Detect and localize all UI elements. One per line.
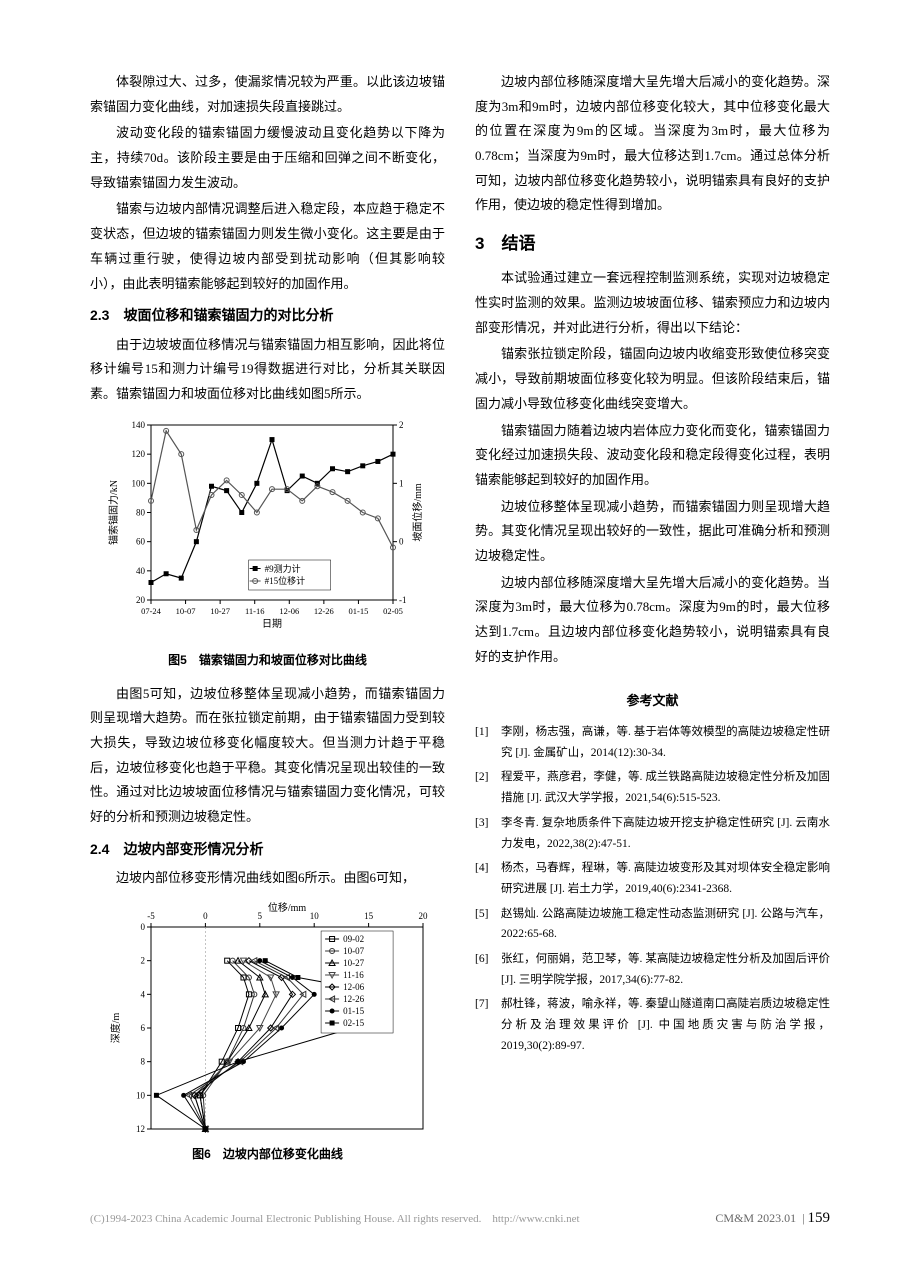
svg-text:11-16: 11-16 (244, 606, 264, 616)
svg-text:80: 80 (136, 507, 146, 517)
svg-text:07-24: 07-24 (141, 606, 162, 616)
svg-text:11-16: 11-16 (343, 970, 364, 980)
references-list: [1]李刚，杨志强，高谦，等. 基于岩体等效模型的高陡边坡稳定性研究 [J]. … (475, 722, 830, 1056)
svg-text:02-15: 02-15 (343, 1018, 364, 1028)
svg-text:01-15: 01-15 (348, 606, 368, 616)
body-text: 波动变化段的锚索锚固力缓慢波动且变化趋势以下降为主，持续70d。该阶段主要是由于… (90, 121, 445, 195)
svg-text:15: 15 (364, 911, 374, 921)
reference-item: [2]程爱平，燕彦君，李健，等. 成兰铁路高陡边坡稳定性分析及加固措施 [J].… (475, 767, 830, 808)
svg-text:10-27: 10-27 (343, 958, 364, 968)
footer-page-info: CM&M 2023.01 | 159 (715, 1204, 830, 1233)
body-text: 由于边坡坡面位移情况与锚索锚固力相互影响，因此将位移计编号15和测力计编号19得… (90, 333, 445, 407)
reference-number: [4] (475, 858, 501, 899)
chart6-svg: -505101520位移/mm024681012深度/m09-0210-0710… (103, 899, 433, 1139)
svg-text:12-06: 12-06 (279, 606, 299, 616)
reference-text: 李冬青. 复杂地质条件下高陡边坡开挖支护稳定性研究 [J]. 云南水力发电，20… (501, 813, 830, 854)
reference-number: [5] (475, 904, 501, 945)
body-text: 锚索张拉锁定阶段，锚固向边坡内收缩变形致使位移突变减小，导致前期坡面位移变化较为… (475, 342, 830, 416)
page-container: 体裂隙过大、过多，使漏浆情况较为严重。以此该边坡锚索锚固力变化曲线，对加速损失段… (90, 70, 830, 1174)
heading-2-3: 2.3 坡面位移和锚索锚固力的对比分析 (90, 302, 445, 329)
reference-item: [3]李冬青. 复杂地质条件下高陡边坡开挖支护稳定性研究 [J]. 云南水力发电… (475, 813, 830, 854)
svg-text:09-02: 09-02 (343, 934, 364, 944)
reference-item: [1]李刚，杨志强，高谦，等. 基于岩体等效模型的高陡边坡稳定性研究 [J]. … (475, 722, 830, 763)
svg-text:5: 5 (257, 911, 262, 921)
footer-page-number: 159 (808, 1210, 831, 1226)
svg-text:-1: -1 (399, 595, 407, 605)
right-column: 边坡内部位移随深度增大呈先增大后减小的变化趋势。深度为3m和9m时，边坡内部位移… (475, 70, 830, 1174)
body-text: 边坡内部位移变形情况曲线如图6所示。由图6可知， (90, 866, 445, 891)
body-text: 体裂隙过大、过多，使漏浆情况较为严重。以此该边坡锚索锚固力变化曲线，对加速损失段… (90, 70, 445, 119)
heading-3: 3 结语 (475, 228, 830, 260)
svg-text:12-26: 12-26 (343, 994, 364, 1004)
svg-text:1: 1 (399, 478, 404, 488)
svg-text:4: 4 (140, 989, 145, 999)
figure-6: -505101520位移/mm024681012深度/m09-0210-0710… (90, 899, 445, 1166)
svg-text:0: 0 (399, 537, 404, 547)
page-footer: (C)1994-2023 China Academic Journal Elec… (90, 1204, 830, 1233)
svg-text:2: 2 (140, 956, 145, 966)
svg-text:10-27: 10-27 (210, 606, 230, 616)
svg-text:6: 6 (140, 1023, 145, 1033)
svg-text:12-06: 12-06 (343, 982, 364, 992)
reference-item: [4]杨杰，马春辉，程琳，等. 高陡边坡变形及其对坝体安全稳定影响研究进展 [J… (475, 858, 830, 899)
svg-text:坡面位移/mm: 坡面位移/mm (411, 483, 424, 542)
svg-text:60: 60 (136, 537, 146, 547)
svg-text:0: 0 (203, 911, 208, 921)
svg-text:0: 0 (140, 922, 145, 932)
svg-text:10-07: 10-07 (343, 946, 364, 956)
svg-text:12: 12 (136, 1124, 145, 1134)
body-text: 本试验通过建立一套远程控制监测系统，实现对边坡稳定性实时监测的效果。监测边坡坡面… (475, 266, 830, 340)
reference-number: [2] (475, 767, 501, 808)
figure-5-caption: 图5 锚索锚固力和坡面位移对比曲线 (90, 649, 445, 672)
body-text: 边坡内部位移随深度增大呈先增大后减小的变化趋势。当深度为3m时，最大位移为0.7… (475, 571, 830, 670)
svg-text:100: 100 (131, 478, 145, 488)
body-text: 锚索与边坡内部情况调整后进入稳定段，本应趋于稳定不变状态，但边坡的锚索锚固力则发… (90, 197, 445, 296)
svg-text:40: 40 (136, 566, 146, 576)
reference-text: 程爱平，燕彦君，李健，等. 成兰铁路高陡边坡稳定性分析及加固措施 [J]. 武汉… (501, 767, 830, 808)
body-text: 边坡位移整体呈现减小趋势，而锚索锚固力则呈现增大趋势。其变化情况呈现出较好的一致… (475, 495, 830, 569)
figure-6-caption: 图6 边坡内部位移变化曲线 (90, 1143, 445, 1166)
reference-text: 赵锡灿. 公路高陡边坡施工稳定性动态监测研究 [J]. 公路与汽车，2022:6… (501, 904, 830, 945)
reference-number: [7] (475, 994, 501, 1056)
reference-text: 杨杰，马春辉，程琳，等. 高陡边坡变形及其对坝体安全稳定影响研究进展 [J]. … (501, 858, 830, 899)
svg-text:20: 20 (418, 911, 428, 921)
reference-text: 张红，何丽娟，范卫琴，等. 某高陡边坡稳定性分析及加固后评价 [J]. 三明学院… (501, 949, 830, 990)
svg-text:#9测力计: #9测力计 (264, 563, 300, 574)
svg-text:2: 2 (399, 420, 404, 430)
heading-2-4: 2.4 边坡内部变形情况分析 (90, 836, 445, 863)
svg-text:#15位移计: #15位移计 (264, 575, 305, 586)
body-text: 锚索锚固力随着边坡内岩体应力变化而变化，锚索锚固力变化经过加速损失段、波动变化段… (475, 419, 830, 493)
reference-number: [3] (475, 813, 501, 854)
svg-text:01-15: 01-15 (343, 1006, 364, 1016)
svg-text:10: 10 (309, 911, 319, 921)
reference-item: [5]赵锡灿. 公路高陡边坡施工稳定性动态监测研究 [J]. 公路与汽车，202… (475, 904, 830, 945)
svg-text:20: 20 (136, 595, 146, 605)
footer-copyright: (C)1994-2023 China Academic Journal Elec… (90, 1209, 580, 1230)
reference-item: [7]郝杜锋，蒋波，喻永祥，等. 秦望山隧道南口高陡岩质边坡稳定性分析及治理效果… (475, 994, 830, 1056)
svg-text:位移/mm: 位移/mm (267, 901, 306, 914)
left-column: 体裂隙过大、过多，使漏浆情况较为严重。以此该边坡锚索锚固力变化曲线，对加速损失段… (90, 70, 445, 1174)
reference-text: 郝杜锋，蒋波，喻永祥，等. 秦望山隧道南口高陡岩质边坡稳定性分析及治理效果评价 … (501, 994, 830, 1056)
svg-text:10-07: 10-07 (175, 606, 195, 616)
svg-text:10: 10 (136, 1090, 146, 1100)
svg-text:02-05: 02-05 (383, 606, 403, 616)
svg-text:12-26: 12-26 (313, 606, 333, 616)
svg-text:140: 140 (131, 420, 145, 430)
references-heading: 参考文献 (475, 689, 830, 714)
svg-text:-5: -5 (147, 911, 155, 921)
figure-5: 20 40 60 80 100 120 140 -1 0 1 2 07-24 10-07 10-27 11-… (90, 415, 445, 672)
body-text: 由图5可知，边坡位移整体呈现减小趋势，而锚索锚固力则呈现增大趋势。而在张拉锁定前… (90, 682, 445, 830)
reference-text: 李刚，杨志强，高谦，等. 基于岩体等效模型的高陡边坡稳定性研究 [J]. 金属矿… (501, 722, 830, 763)
chart5-svg: 20 40 60 80 100 120 140 -1 0 1 2 07-24 10-07 10-27 11-… (103, 415, 433, 645)
body-text: 边坡内部位移随深度增大呈先增大后减小的变化趋势。深度为3m和9m时，边坡内部位移… (475, 70, 830, 218)
svg-text:120: 120 (131, 449, 145, 459)
reference-number: [1] (475, 722, 501, 763)
svg-text:日期: 日期 (262, 618, 282, 630)
svg-text:锚索锚固力/kN: 锚索锚固力/kN (107, 480, 120, 545)
svg-text:深度/m: 深度/m (109, 1013, 122, 1044)
svg-text:8: 8 (140, 1057, 145, 1067)
footer-issue: CM&M 2023.01 (715, 1211, 796, 1225)
reference-number: [6] (475, 949, 501, 990)
reference-item: [6]张红，何丽娟，范卫琴，等. 某高陡边坡稳定性分析及加固后评价 [J]. 三… (475, 949, 830, 990)
